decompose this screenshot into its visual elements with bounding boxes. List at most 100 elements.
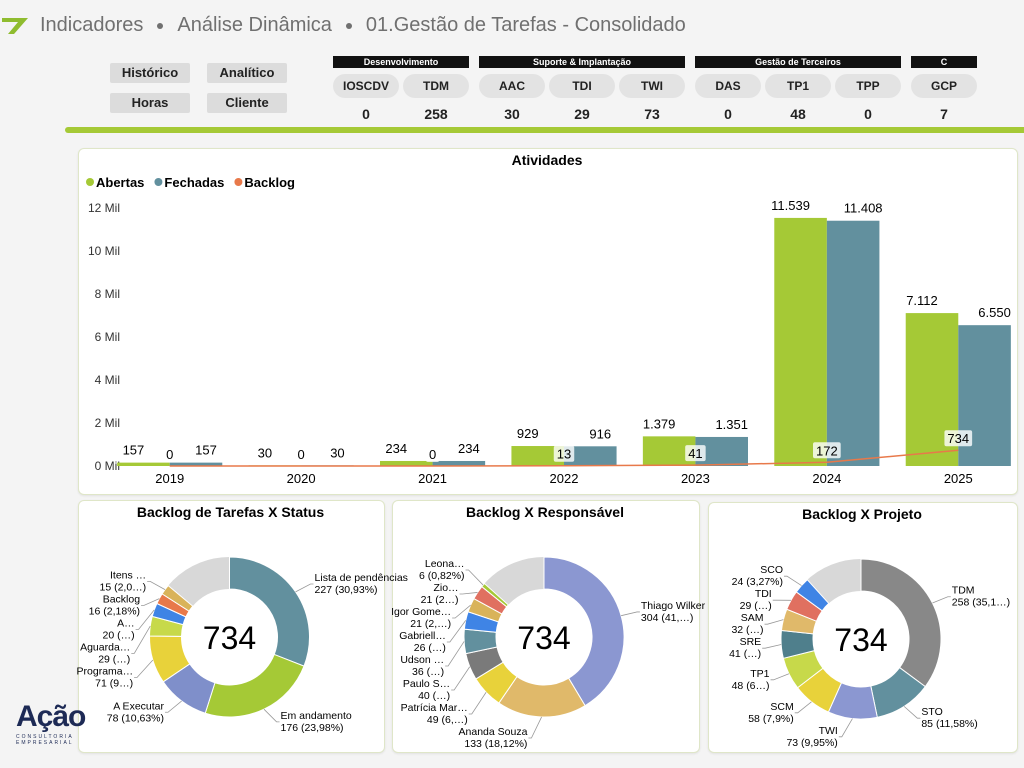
legend-marker xyxy=(86,178,94,186)
slice-label: Zio… xyxy=(433,582,458,594)
leader-line xyxy=(445,641,465,667)
divider xyxy=(65,127,1024,133)
data-label: 1.379 xyxy=(643,416,676,431)
leader-line xyxy=(762,644,782,649)
x-tick-label: 2020 xyxy=(287,471,316,486)
data-label-box xyxy=(813,442,841,459)
kpi-group: Gestão de Terceiros DAS 0 TP1 48 TPP 0 xyxy=(695,56,901,126)
data-label: 1.351 xyxy=(715,417,748,432)
bar xyxy=(432,460,486,466)
leader-line xyxy=(147,580,166,590)
slice-label: Patrícia Mar… xyxy=(401,702,468,714)
data-label: 157 xyxy=(195,443,217,458)
slice xyxy=(481,582,509,608)
chart-title: Backlog de Tarefas X Status xyxy=(137,504,324,520)
legend-label: Backlog xyxy=(244,175,295,190)
kpi-value: 0 xyxy=(724,106,732,122)
donut-total: 734 xyxy=(517,620,570,656)
leader-line xyxy=(446,620,467,643)
button[interactable]: Histórico xyxy=(110,63,190,83)
bar xyxy=(380,460,433,466)
slice-value: 21 (2,…) xyxy=(410,618,451,630)
kpi-items: IOSCDV 0 TDM 258 xyxy=(333,74,469,122)
breadcrumb-item: Análise Dinâmica xyxy=(177,14,332,36)
leader-line xyxy=(295,583,314,593)
data-label-box xyxy=(163,446,177,462)
data-label: 0 xyxy=(166,447,173,462)
donut-total: 734 xyxy=(203,620,256,656)
kpi-label: AAC xyxy=(479,74,545,98)
slice-label: SRE xyxy=(740,636,762,648)
breadcrumb-item: Indicadores xyxy=(40,14,144,36)
data-label: 234 xyxy=(385,441,407,456)
slice-label: Ananda Souza xyxy=(459,726,528,738)
leader-line xyxy=(621,611,640,617)
slice-value: 71 (9…) xyxy=(95,677,133,689)
y-tick-label: 6 Mil xyxy=(95,330,120,344)
kpi-group-title: Suporte & Implantação xyxy=(479,56,685,68)
slice-value: 49 (6,…) xyxy=(427,714,468,726)
button[interactable]: Analítico xyxy=(207,63,287,83)
kpi-label: GCP xyxy=(911,74,977,98)
legend-label: Fechadas xyxy=(164,175,224,190)
slice-label: Gabriell… xyxy=(399,630,446,642)
slice-label: Igor Gome… xyxy=(391,606,451,618)
y-tick-label: 10 Mil xyxy=(88,244,120,258)
leader-line xyxy=(134,659,154,678)
leader-line xyxy=(764,619,784,625)
kpi: TPP 0 xyxy=(835,74,901,122)
kpi: DAS 0 xyxy=(695,74,761,122)
button[interactable]: Horas xyxy=(110,93,190,113)
kpi-value: 73 xyxy=(644,106,660,122)
slice-label: TP1 xyxy=(750,668,769,680)
x-tick-label: 2019 xyxy=(155,471,184,486)
y-tick-label: 12 Mil xyxy=(88,201,120,215)
kpi-value: 7 xyxy=(940,106,948,122)
button[interactable]: Cliente xyxy=(207,93,287,113)
donut-chart: Backlog de Tarefas X Status Lista de pend… xyxy=(77,504,408,734)
kpi-group-title: Desenvolvimento xyxy=(333,56,469,68)
kpi-label: TP1 xyxy=(765,74,831,98)
separator xyxy=(345,22,352,29)
kpi-items: DAS 0 TP1 48 TPP 0 xyxy=(695,74,901,122)
bar-chart: Atividades 0 Mil 2 Mil 4 Mil 6 Mil 8 Mil 10 Mi… xyxy=(86,152,1011,486)
slice-value: 20 (…) xyxy=(103,629,135,641)
slice-value: 26 (…) xyxy=(414,642,446,654)
slice-label: Leona… xyxy=(425,558,465,570)
slice-value: 21 (2…) xyxy=(421,594,459,606)
slice-label: A Executar xyxy=(113,700,164,712)
data-label: 0 xyxy=(298,447,305,462)
leader-line xyxy=(135,609,155,630)
kpi-group: C GCP 7 xyxy=(911,56,977,126)
slice-value: 73 (9,95%) xyxy=(786,737,837,749)
leader-line xyxy=(468,692,487,715)
kpi-label: DAS xyxy=(695,74,761,98)
slice-label: Itens … xyxy=(110,569,146,581)
slice xyxy=(161,584,194,612)
data-label: 172 xyxy=(816,443,838,458)
slice-value: 85 (11,58%) xyxy=(921,718,977,730)
logo-tagline: CONSULTORIA EMPRESARIAL xyxy=(16,734,74,746)
bar xyxy=(826,220,880,466)
leader-line xyxy=(784,575,802,586)
kpi-strip: Desenvolvimento IOSCDV 0 TDM 258 Suporte & Im… xyxy=(333,56,1024,126)
kpi: TDI 29 xyxy=(549,74,615,122)
kpi-label: TDI xyxy=(549,74,615,98)
leader-line xyxy=(451,666,471,691)
slice-value: 40 (…) xyxy=(418,690,450,702)
bar xyxy=(564,446,617,466)
logo: Ação CONSULTORIA EMPRESARIAL xyxy=(16,700,116,746)
data-label-box xyxy=(944,430,973,447)
slice-label: STO xyxy=(921,706,942,718)
slice-value: 227 (30,93%) xyxy=(315,584,378,596)
slice xyxy=(795,579,830,612)
slice-label: A… xyxy=(117,617,135,629)
leader-line xyxy=(838,718,853,738)
data-label: 734 xyxy=(947,431,969,446)
slice-label: SCO xyxy=(760,564,783,576)
slice-label: TDM xyxy=(952,585,975,597)
kpi-items: AAC 30 TDI 29 TWI 73 xyxy=(479,74,685,122)
slice xyxy=(543,556,625,707)
slice-value: 32 (…) xyxy=(731,624,763,636)
